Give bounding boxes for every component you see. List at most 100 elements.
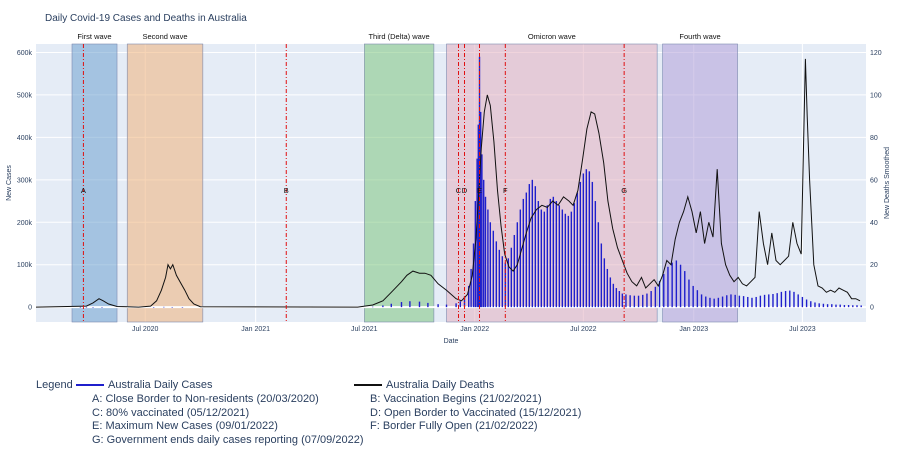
y2-tick-label: 80 [870,135,878,142]
case-bar [671,262,673,308]
case-bar [814,302,816,308]
y-axis-title: New Cases [6,165,13,201]
event-letter: E [477,186,482,195]
case-bar [549,198,552,308]
case-bar [531,179,534,308]
case-bar [540,209,543,308]
legend-title: Legend [36,379,73,391]
y2-tick-label: 40 [870,220,878,227]
case-bar [625,294,627,308]
y2-tick-label: 100 [870,92,882,99]
case-bar [573,203,576,308]
case-bar [784,291,787,308]
case-bar [797,294,799,308]
case-bar [409,301,411,308]
case-bar [418,301,421,308]
y2-tick-label: 60 [870,177,878,184]
case-bar [543,211,546,308]
x-tick-label: Jan 2021 [241,326,270,333]
case-bar [726,295,728,308]
y-tick-label: 100k [17,262,33,269]
case-bar [713,298,715,308]
case-bar [717,297,720,308]
case-bar [579,181,582,308]
case-bar [609,277,612,308]
case-bar [692,285,694,308]
case-bar [459,301,462,308]
case-bar [507,258,510,308]
y2-axis-title: New Deaths Smoothed [884,147,891,219]
legend-item-deaths[interactable]: Australia Daily Deaths [354,379,494,391]
case-bar [730,294,732,308]
case-bar [552,196,555,308]
case-bar [776,293,778,308]
wave-band [126,43,204,323]
case-bar [675,260,678,308]
case-bar [789,290,791,308]
case-bar [501,256,504,308]
event-letter: F [503,186,508,195]
case-bar [663,274,665,308]
case-bar [555,201,558,308]
wave-label: First wave [77,32,111,41]
case-bar [852,305,854,308]
case-bar [522,198,525,308]
chart-title: Daily Covid-19 Cases and Deaths in Austr… [45,13,247,24]
case-bar [826,304,829,308]
case-bar [476,158,478,308]
wave-label: Fourth wave [679,32,720,41]
case-bar [646,293,648,308]
case-bar [629,295,631,308]
case-bar [163,306,165,308]
y-tick-label: 400k [17,135,33,142]
event-letter: B [284,186,289,195]
case-bar [474,201,477,308]
case-bar [801,296,804,308]
case-bar [152,307,155,308]
case-bar [642,294,644,308]
case-bar [492,230,495,308]
case-bar [171,306,173,308]
case-bar [472,243,475,308]
wave-band [662,43,738,323]
y-tick-label: 300k [17,177,33,184]
case-bar [85,306,88,308]
y2-tick-label: 120 [870,50,882,57]
case-bar [751,297,753,308]
case-bar [810,301,812,308]
case-bar [567,215,570,308]
legend-note-f: F: Border Fully Open (21/02/2022) [370,420,538,432]
case-bar [585,169,588,308]
case-bar [600,243,603,308]
case-bar [679,264,682,308]
case-bar [371,306,374,308]
case-bar [738,295,741,308]
case-bar [734,294,736,308]
case-bar [546,205,549,308]
case-bar [591,181,594,308]
case-bar [742,296,745,308]
case-bar [484,196,487,308]
wave-label: Third (Delta) wave [368,32,429,41]
y-tick-label: 0 [28,305,32,312]
case-bar [835,304,837,308]
case-bar [470,268,472,308]
case-bar [594,201,597,308]
legend-label-deaths: Australia Daily Deaths [386,379,495,391]
y-tick-label: 600k [17,50,33,57]
legend-note-a: A: Close Border to Non-residents (20/03/… [92,393,319,405]
case-bar [463,296,466,308]
case-bar [498,249,501,308]
case-bar [564,213,567,308]
legend-swatch-deaths [354,384,382,387]
case-bar [487,209,489,308]
case-bar [633,295,636,308]
legend-item-cases[interactable]: Australia Daily Cases [76,379,213,391]
case-bar [468,285,470,308]
wave-band [71,43,118,323]
case-bar [534,186,537,308]
case-bar [495,241,498,308]
case-bar [772,293,774,308]
case-bar [510,247,513,308]
case-bar [606,268,609,308]
